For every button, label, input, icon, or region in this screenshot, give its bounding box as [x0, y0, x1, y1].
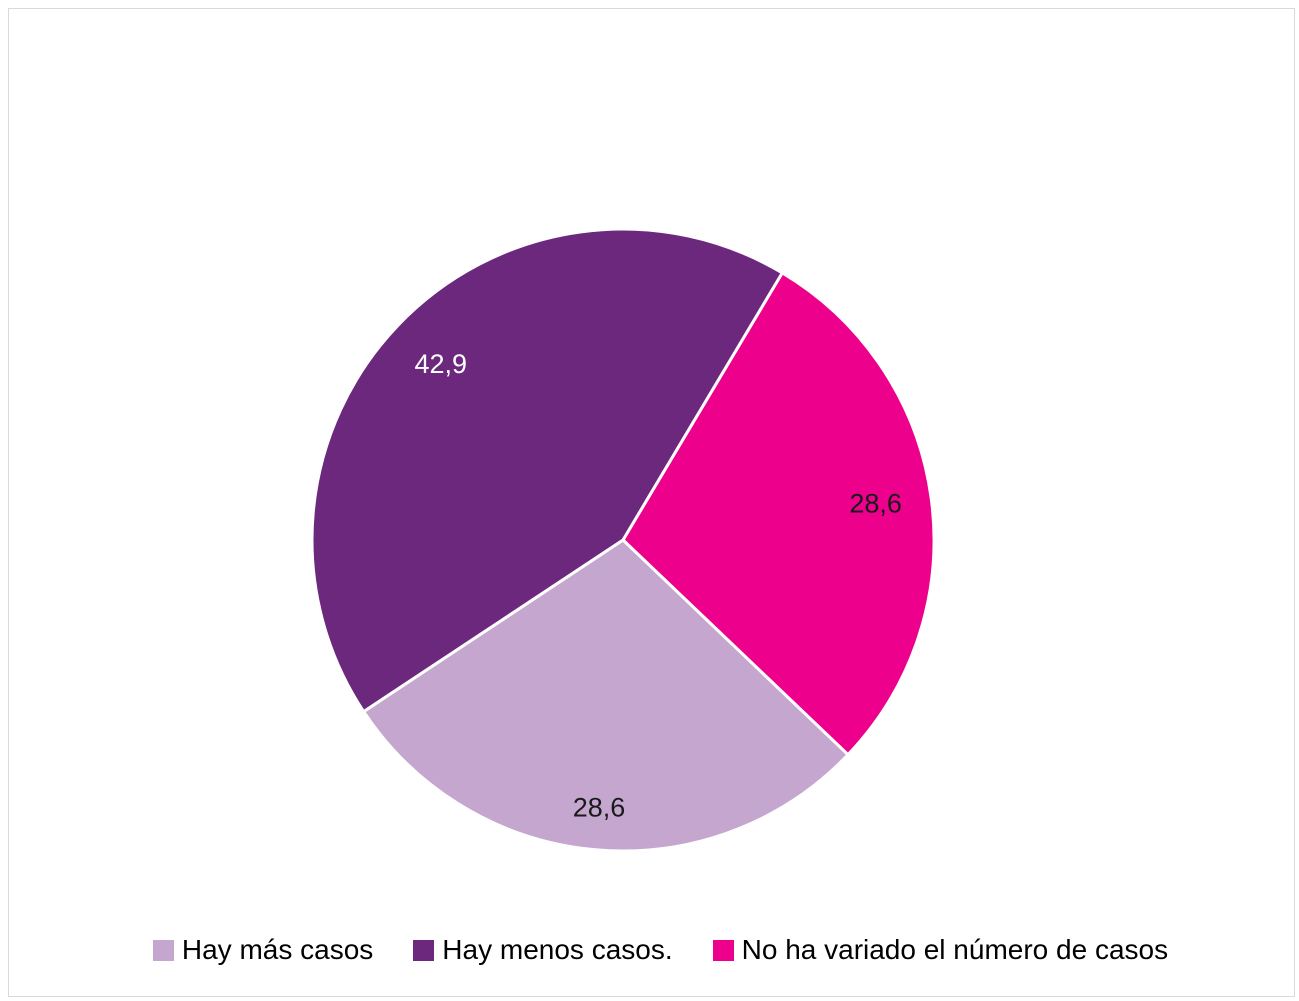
legend: Hay más casos Hay menos casos. No ha var… — [0, 930, 1299, 970]
legend-label: No ha variado el número de casos — [741, 934, 1169, 965]
legend-item-hay-menos-casos: Hay menos casos. — [413, 934, 673, 966]
slice-hay-menos-casos — [310, 227, 784, 714]
legend-label: Hay más casos — [181, 934, 374, 965]
data-label: 42,9 — [414, 349, 467, 379]
data-label: 28,6 — [573, 793, 626, 823]
legend-swatch — [152, 939, 174, 961]
legend-swatch — [413, 939, 435, 961]
legend-swatch — [712, 939, 734, 961]
legend-item-hay-mas-casos: Hay más casos — [152, 934, 374, 966]
legend-item-no-ha-variado: No ha variado el número de casos — [712, 934, 1169, 966]
slice-hay-mas-casos — [362, 538, 850, 853]
slice-no-ha-variado — [621, 271, 936, 757]
data-label: 28,6 — [849, 489, 902, 519]
legend-label: Hay menos casos. — [442, 934, 673, 965]
